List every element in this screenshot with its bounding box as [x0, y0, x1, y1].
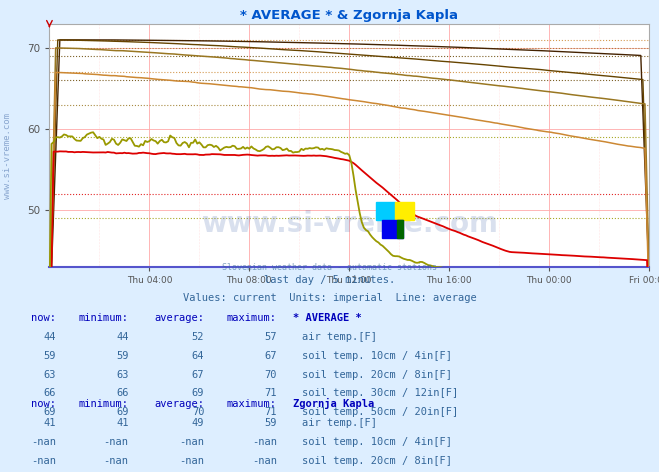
- Text: now:: now:: [31, 313, 56, 323]
- Text: minimum:: minimum:: [78, 399, 129, 409]
- Text: 66: 66: [43, 388, 56, 398]
- Text: maximum:: maximum:: [227, 313, 277, 323]
- Text: 69: 69: [192, 388, 204, 398]
- Text: soil temp. 10cm / 4in[F]: soil temp. 10cm / 4in[F]: [302, 351, 452, 361]
- Text: soil temp. 20cm / 8in[F]: soil temp. 20cm / 8in[F]: [302, 455, 452, 465]
- Text: * AVERAGE *: * AVERAGE *: [293, 313, 362, 323]
- Text: maximum:: maximum:: [227, 399, 277, 409]
- Text: www.si-vreme.com: www.si-vreme.com: [201, 210, 498, 237]
- Text: -nan: -nan: [31, 437, 56, 447]
- Text: minimum:: minimum:: [78, 313, 129, 323]
- Text: 66: 66: [116, 388, 129, 398]
- Text: -nan: -nan: [31, 455, 56, 465]
- Text: 59: 59: [116, 351, 129, 361]
- Text: -nan: -nan: [103, 437, 129, 447]
- Text: Values: current  Units: imperial  Line: average: Values: current Units: imperial Line: av…: [183, 293, 476, 303]
- Text: average:: average:: [154, 313, 204, 323]
- Text: soil temp. 10cm / 4in[F]: soil temp. 10cm / 4in[F]: [302, 437, 452, 447]
- Text: average:: average:: [154, 399, 204, 409]
- Text: Zgornja Kapla: Zgornja Kapla: [293, 398, 374, 409]
- Text: 44: 44: [43, 332, 56, 342]
- Text: 71: 71: [264, 388, 277, 398]
- Text: 69: 69: [116, 407, 129, 417]
- Bar: [397, 220, 403, 238]
- Text: 70: 70: [192, 407, 204, 417]
- Text: 63: 63: [43, 370, 56, 379]
- Text: 49: 49: [192, 418, 204, 428]
- Text: 59: 59: [264, 418, 277, 428]
- Text: 41: 41: [116, 418, 129, 428]
- Text: 67: 67: [192, 370, 204, 379]
- Text: -nan: -nan: [179, 455, 204, 465]
- Text: air temp.[F]: air temp.[F]: [302, 418, 377, 428]
- Text: soil temp. 20cm / 8in[F]: soil temp. 20cm / 8in[F]: [302, 370, 452, 379]
- Text: 70: 70: [264, 370, 277, 379]
- Text: last day / 5 minutes.: last day / 5 minutes.: [264, 275, 395, 285]
- Text: 41: 41: [43, 418, 56, 428]
- Text: -nan: -nan: [252, 455, 277, 465]
- Bar: [395, 202, 414, 220]
- Text: now:: now:: [31, 399, 56, 409]
- Text: -nan: -nan: [103, 455, 129, 465]
- Text: 59: 59: [43, 351, 56, 361]
- Text: Slovenian weather data - automatic stations: Slovenian weather data - automatic stati…: [222, 263, 437, 272]
- Text: 57: 57: [264, 332, 277, 342]
- Text: 64: 64: [192, 351, 204, 361]
- Text: soil temp. 50cm / 20in[F]: soil temp. 50cm / 20in[F]: [302, 407, 458, 417]
- Text: 52: 52: [192, 332, 204, 342]
- Text: 69: 69: [43, 407, 56, 417]
- Text: 44: 44: [116, 332, 129, 342]
- Text: 71: 71: [264, 407, 277, 417]
- Bar: [376, 202, 395, 220]
- Text: soil temp. 30cm / 12in[F]: soil temp. 30cm / 12in[F]: [302, 388, 458, 398]
- Title: * AVERAGE * & Zgornja Kapla: * AVERAGE * & Zgornja Kapla: [241, 9, 458, 23]
- Text: -nan: -nan: [252, 437, 277, 447]
- Text: 63: 63: [116, 370, 129, 379]
- Text: 67: 67: [264, 351, 277, 361]
- Bar: [382, 220, 403, 238]
- Text: www.si-vreme.com: www.si-vreme.com: [3, 113, 13, 199]
- Text: air temp.[F]: air temp.[F]: [302, 332, 377, 342]
- Text: -nan: -nan: [179, 437, 204, 447]
